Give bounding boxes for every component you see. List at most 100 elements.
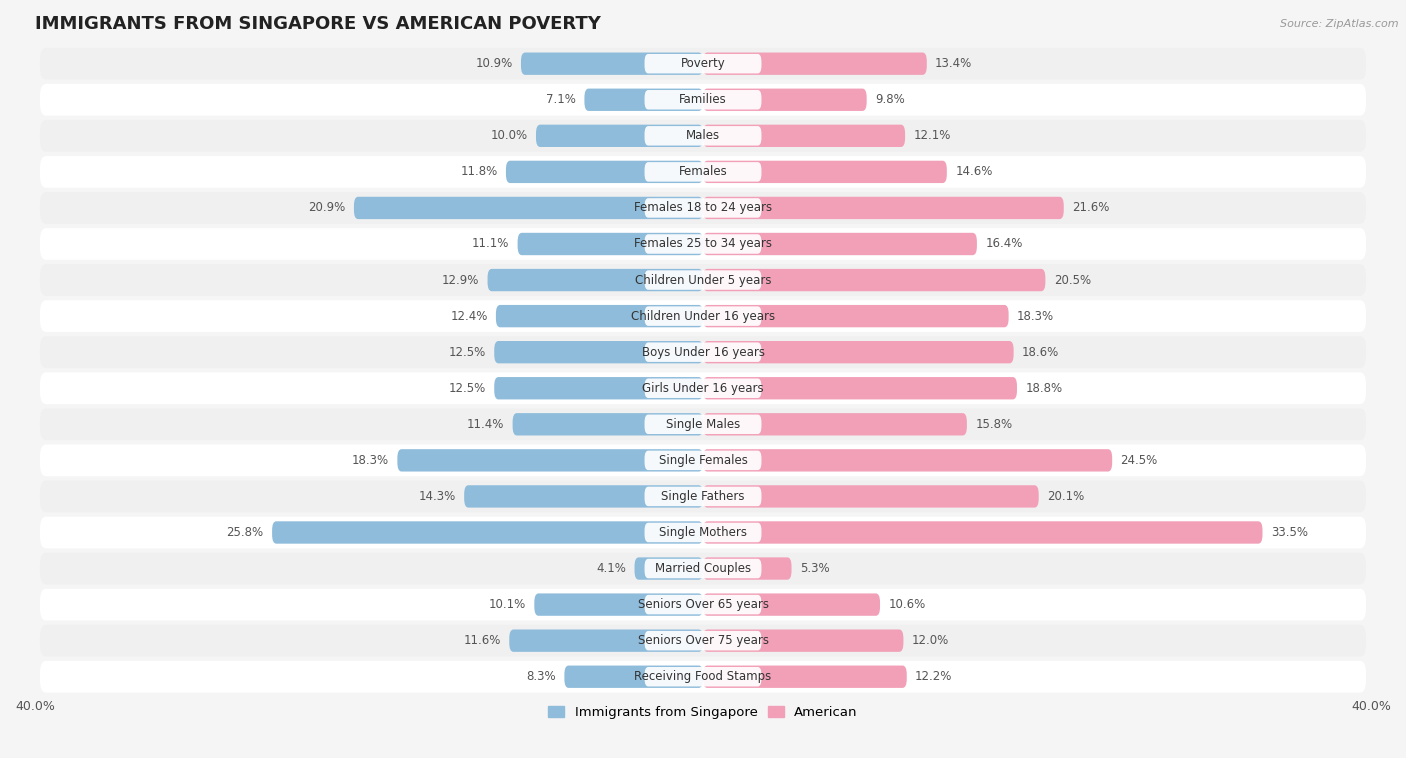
Text: Children Under 16 years: Children Under 16 years (631, 309, 775, 323)
Text: 12.9%: 12.9% (441, 274, 479, 287)
FancyBboxPatch shape (703, 124, 905, 147)
Text: 9.8%: 9.8% (875, 93, 905, 106)
FancyBboxPatch shape (39, 300, 1367, 332)
FancyBboxPatch shape (703, 629, 904, 652)
FancyBboxPatch shape (39, 444, 1367, 476)
FancyBboxPatch shape (644, 162, 762, 182)
Text: 11.6%: 11.6% (464, 634, 501, 647)
Text: 18.3%: 18.3% (1017, 309, 1054, 323)
FancyBboxPatch shape (703, 305, 1008, 327)
FancyBboxPatch shape (644, 90, 762, 109)
Text: 12.4%: 12.4% (450, 309, 488, 323)
FancyBboxPatch shape (39, 625, 1367, 656)
Text: 25.8%: 25.8% (226, 526, 264, 539)
Text: 18.8%: 18.8% (1025, 382, 1063, 395)
Text: 20.5%: 20.5% (1053, 274, 1091, 287)
FancyBboxPatch shape (39, 156, 1367, 188)
Text: Females 18 to 24 years: Females 18 to 24 years (634, 202, 772, 215)
Text: Boys Under 16 years: Boys Under 16 years (641, 346, 765, 359)
FancyBboxPatch shape (513, 413, 703, 436)
FancyBboxPatch shape (39, 409, 1367, 440)
Text: 15.8%: 15.8% (976, 418, 1012, 431)
Text: 8.3%: 8.3% (526, 670, 555, 683)
FancyBboxPatch shape (644, 667, 762, 687)
FancyBboxPatch shape (703, 485, 1039, 508)
FancyBboxPatch shape (39, 589, 1367, 621)
Text: 16.4%: 16.4% (986, 237, 1022, 250)
FancyBboxPatch shape (39, 372, 1367, 404)
FancyBboxPatch shape (39, 84, 1367, 116)
Text: Poverty: Poverty (681, 57, 725, 70)
FancyBboxPatch shape (644, 306, 762, 326)
Text: 20.9%: 20.9% (308, 202, 346, 215)
FancyBboxPatch shape (495, 377, 703, 399)
FancyBboxPatch shape (644, 450, 762, 470)
Text: Girls Under 16 years: Girls Under 16 years (643, 382, 763, 395)
Text: 11.4%: 11.4% (467, 418, 505, 431)
Text: 10.6%: 10.6% (889, 598, 925, 611)
Legend: Immigrants from Singapore, American: Immigrants from Singapore, American (543, 700, 863, 724)
FancyBboxPatch shape (506, 161, 703, 183)
Text: 33.5%: 33.5% (1271, 526, 1308, 539)
FancyBboxPatch shape (644, 559, 762, 578)
Text: 14.3%: 14.3% (419, 490, 456, 503)
FancyBboxPatch shape (634, 557, 703, 580)
Text: 5.3%: 5.3% (800, 562, 830, 575)
FancyBboxPatch shape (39, 265, 1367, 296)
Text: Females: Females (679, 165, 727, 178)
Text: Families: Families (679, 93, 727, 106)
FancyBboxPatch shape (644, 126, 762, 146)
Text: 24.5%: 24.5% (1121, 454, 1157, 467)
FancyBboxPatch shape (496, 305, 703, 327)
FancyBboxPatch shape (703, 666, 907, 688)
FancyBboxPatch shape (534, 594, 703, 615)
Text: Married Couples: Married Couples (655, 562, 751, 575)
Text: 12.1%: 12.1% (914, 130, 950, 143)
FancyBboxPatch shape (536, 124, 703, 147)
FancyBboxPatch shape (39, 48, 1367, 80)
FancyBboxPatch shape (39, 228, 1367, 260)
Text: Seniors Over 75 years: Seniors Over 75 years (637, 634, 769, 647)
Text: 12.5%: 12.5% (449, 382, 486, 395)
FancyBboxPatch shape (703, 557, 792, 580)
FancyBboxPatch shape (644, 378, 762, 398)
Text: Females 25 to 34 years: Females 25 to 34 years (634, 237, 772, 250)
FancyBboxPatch shape (644, 523, 762, 542)
Text: Single Males: Single Males (666, 418, 740, 431)
Text: 10.1%: 10.1% (489, 598, 526, 611)
FancyBboxPatch shape (522, 52, 703, 75)
FancyBboxPatch shape (398, 449, 703, 471)
FancyBboxPatch shape (644, 487, 762, 506)
FancyBboxPatch shape (644, 234, 762, 254)
Text: 12.2%: 12.2% (915, 670, 952, 683)
FancyBboxPatch shape (703, 89, 866, 111)
Text: 12.0%: 12.0% (911, 634, 949, 647)
FancyBboxPatch shape (464, 485, 703, 508)
FancyBboxPatch shape (644, 54, 762, 74)
FancyBboxPatch shape (585, 89, 703, 111)
Text: 11.8%: 11.8% (460, 165, 498, 178)
FancyBboxPatch shape (703, 377, 1017, 399)
FancyBboxPatch shape (703, 341, 1014, 363)
Text: 7.1%: 7.1% (546, 93, 576, 106)
FancyBboxPatch shape (273, 522, 703, 543)
FancyBboxPatch shape (703, 449, 1112, 471)
FancyBboxPatch shape (39, 481, 1367, 512)
Text: 18.3%: 18.3% (352, 454, 389, 467)
FancyBboxPatch shape (703, 522, 1263, 543)
Text: 11.1%: 11.1% (472, 237, 509, 250)
FancyBboxPatch shape (488, 269, 703, 291)
Text: Seniors Over 65 years: Seniors Over 65 years (637, 598, 769, 611)
Text: 13.4%: 13.4% (935, 57, 973, 70)
FancyBboxPatch shape (703, 594, 880, 615)
FancyBboxPatch shape (644, 198, 762, 218)
Text: 4.1%: 4.1% (596, 562, 626, 575)
FancyBboxPatch shape (644, 595, 762, 614)
FancyBboxPatch shape (39, 192, 1367, 224)
FancyBboxPatch shape (644, 271, 762, 290)
FancyBboxPatch shape (354, 197, 703, 219)
FancyBboxPatch shape (517, 233, 703, 255)
Text: 14.6%: 14.6% (955, 165, 993, 178)
FancyBboxPatch shape (703, 161, 946, 183)
FancyBboxPatch shape (495, 341, 703, 363)
